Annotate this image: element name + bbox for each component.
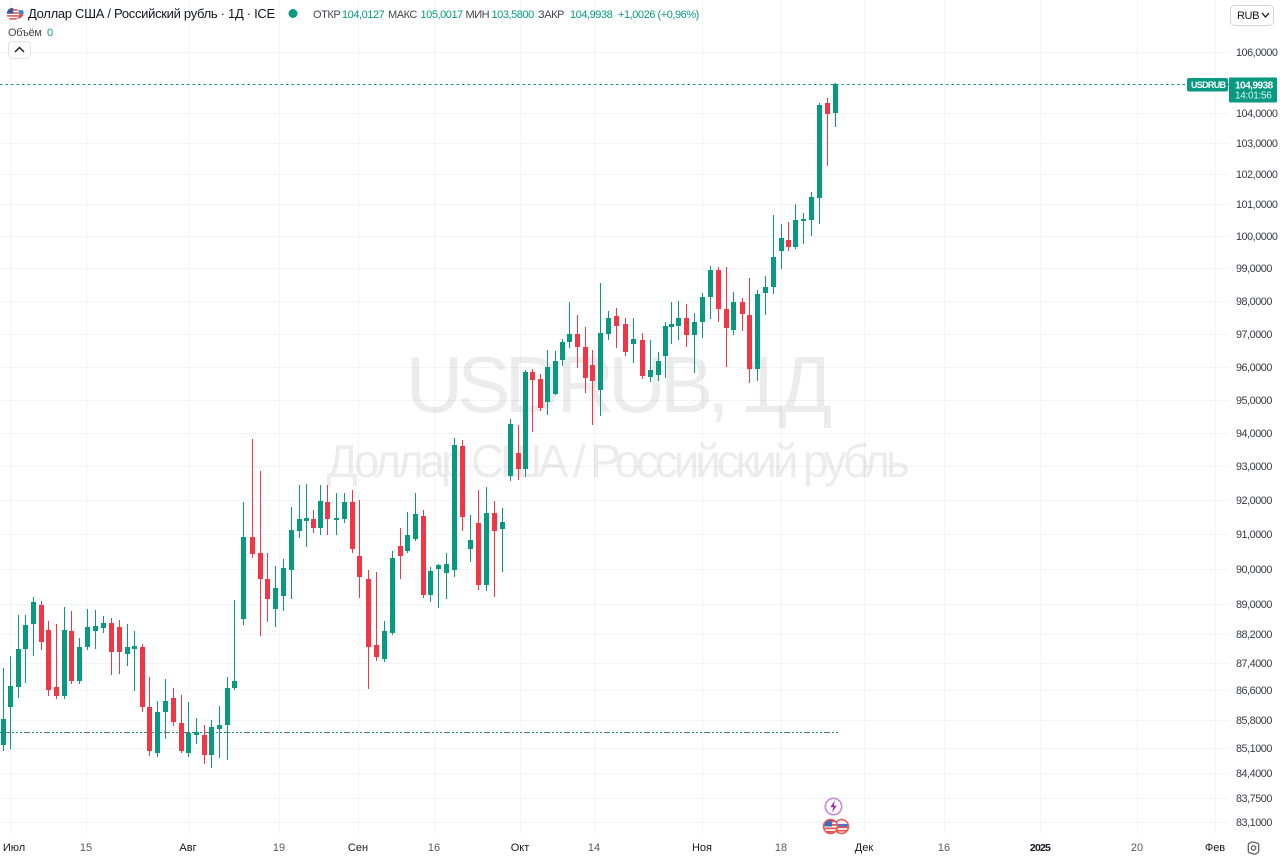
svg-text:87,4000: 87,4000 (1236, 658, 1272, 670)
svg-text:Доллар США / Российский рубль: Доллар США / Российский рубль (326, 435, 908, 487)
svg-text:91,0000: 91,0000 (1236, 529, 1272, 541)
svg-text:85,8000: 85,8000 (1236, 715, 1272, 727)
svg-text:95,0000: 95,0000 (1236, 395, 1272, 407)
svg-text:14:01:56: 14:01:56 (1235, 91, 1272, 102)
svg-text:2025: 2025 (1030, 842, 1051, 854)
svg-text:Объём: Объём (8, 27, 42, 39)
svg-text:94,0000: 94,0000 (1236, 428, 1272, 440)
svg-text:19: 19 (273, 842, 285, 854)
svg-text:92,0000: 92,0000 (1236, 495, 1272, 507)
svg-text:18: 18 (775, 842, 787, 854)
svg-text:Июл: Июл (3, 842, 25, 854)
svg-text:96,0000: 96,0000 (1236, 362, 1272, 374)
svg-text:Авг: Авг (179, 842, 196, 854)
svg-text:МАКС: МАКС (388, 9, 417, 21)
svg-text:14: 14 (588, 842, 600, 854)
svg-text:88,2000: 88,2000 (1236, 629, 1272, 641)
svg-text:103,0000: 103,0000 (1236, 138, 1278, 150)
svg-text:Ноя: Ноя (692, 842, 712, 854)
svg-text:97,0000: 97,0000 (1236, 329, 1272, 341)
svg-text:83,7500: 83,7500 (1236, 793, 1272, 805)
svg-text:89,0000: 89,0000 (1236, 599, 1272, 611)
svg-text:85,1000: 85,1000 (1236, 743, 1272, 755)
svg-text:0: 0 (47, 27, 53, 39)
svg-text:16: 16 (938, 842, 950, 854)
svg-text:USDRUB: USDRUB (1191, 80, 1227, 90)
svg-text:ЗАКР: ЗАКР (538, 9, 564, 21)
svg-text:Окт: Окт (511, 842, 530, 854)
svg-text:100,0000: 100,0000 (1236, 231, 1278, 243)
svg-text:86,6000: 86,6000 (1236, 685, 1272, 697)
svg-text:20: 20 (1131, 842, 1143, 854)
svg-text:101,0000: 101,0000 (1236, 199, 1278, 211)
svg-text:104,0000: 104,0000 (1236, 108, 1278, 120)
svg-text:99,0000: 99,0000 (1236, 263, 1272, 275)
svg-text:104,9938: 104,9938 (1235, 81, 1274, 92)
svg-text:106,0000: 106,0000 (1236, 47, 1278, 59)
svg-text:84,4000: 84,4000 (1236, 768, 1272, 780)
svg-text:15: 15 (80, 842, 92, 854)
svg-text:Дек: Дек (855, 842, 874, 854)
svg-text:RUB: RUB (1237, 10, 1259, 22)
svg-text:Фев: Фев (1205, 842, 1225, 854)
svg-text:16: 16 (428, 842, 440, 854)
svg-text:Сен: Сен (348, 842, 368, 854)
svg-text:104,9938: 104,9938 (570, 9, 613, 21)
svg-text:90,0000: 90,0000 (1236, 564, 1272, 576)
svg-text:103,5800: 103,5800 (492, 9, 535, 21)
svg-text:93,0000: 93,0000 (1236, 461, 1272, 473)
svg-text:МИН: МИН (466, 9, 490, 21)
svg-text:+1,0026 (+0,96%): +1,0026 (+0,96%) (618, 9, 699, 21)
svg-text:98,0000: 98,0000 (1236, 296, 1272, 308)
svg-text:102,0000: 102,0000 (1236, 169, 1278, 181)
svg-text:ОТКР: ОТКР (313, 9, 340, 21)
svg-text:Доллар США / Российский рубль: Доллар США / Российский рубль · 1Д · ICE (28, 6, 276, 21)
svg-text:83,1000: 83,1000 (1236, 817, 1272, 829)
svg-text:USDRUB, 1Д: USDRUB, 1Д (406, 340, 832, 429)
svg-text:104,0127: 104,0127 (342, 9, 385, 21)
svg-text:105,0017: 105,0017 (421, 9, 464, 21)
